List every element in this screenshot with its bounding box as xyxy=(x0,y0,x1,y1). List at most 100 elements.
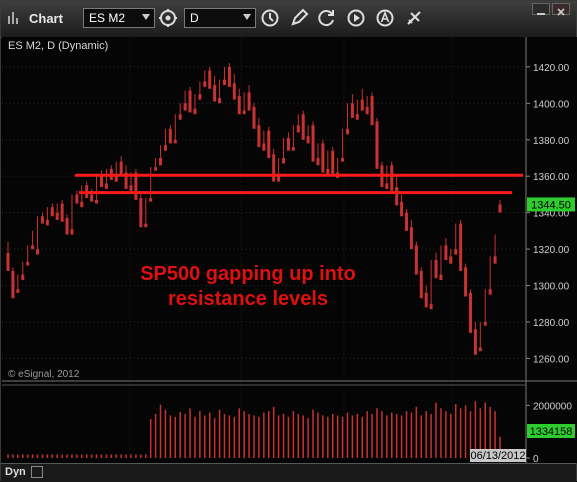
chart-window-icon xyxy=(7,10,21,26)
candle-body xyxy=(419,270,423,299)
candle-body xyxy=(134,172,138,200)
cursor-tool-icon[interactable] xyxy=(404,8,424,28)
price-tick-label: 1340.00 xyxy=(533,209,570,220)
candle-body xyxy=(237,96,241,115)
candle-body xyxy=(370,96,374,126)
symbol-settings-icon[interactable] xyxy=(158,8,178,28)
candle-body xyxy=(282,157,286,164)
candle-body xyxy=(390,165,394,191)
last-price-value: 1344.50 xyxy=(531,199,571,211)
price-tick-label: 1360.00 xyxy=(533,172,570,183)
candle-body xyxy=(149,198,153,202)
annotation-line-1: SP500 gapping up into xyxy=(140,263,356,285)
chevron-down-icon[interactable] xyxy=(243,14,251,20)
candle-body xyxy=(183,103,187,111)
price-tick-label: 1420.00 xyxy=(533,63,570,74)
dynamic-mode-label[interactable]: Dyn xyxy=(5,466,26,478)
candle-body xyxy=(272,154,276,182)
candle-body xyxy=(75,194,79,204)
candle-body xyxy=(16,289,20,293)
candle-body xyxy=(31,245,35,250)
candle-body xyxy=(400,201,404,217)
minimize-button[interactable] xyxy=(532,3,550,15)
candle-body xyxy=(252,106,256,129)
candle-body xyxy=(144,223,148,228)
candle-body xyxy=(242,110,246,115)
candle-body xyxy=(70,229,74,235)
candle-body xyxy=(454,249,458,255)
candle-body xyxy=(208,70,212,89)
candle-body xyxy=(40,216,44,224)
candle-body xyxy=(232,83,236,100)
candle-body xyxy=(178,114,182,120)
candle-body xyxy=(483,321,487,326)
candle-body xyxy=(488,289,492,295)
pencil-draw-icon[interactable] xyxy=(289,8,309,28)
candle-body xyxy=(345,128,349,135)
candle-body xyxy=(163,145,167,151)
candle-body xyxy=(296,125,300,133)
candle-body xyxy=(139,198,143,228)
chevron-down-icon[interactable] xyxy=(142,14,150,20)
candle-body xyxy=(36,249,40,255)
chart-legend: ES M2, D (Dynamic) xyxy=(8,40,108,52)
candle-body xyxy=(365,106,369,115)
candle-body xyxy=(50,207,54,217)
candle-body xyxy=(301,114,305,140)
candle-body xyxy=(11,270,15,299)
candle-body xyxy=(95,199,99,204)
candle-body xyxy=(21,274,25,281)
candle-body xyxy=(129,185,133,191)
date-label: 06/13/2012 xyxy=(470,450,525,462)
candle-body xyxy=(395,187,399,206)
candle-body xyxy=(316,157,320,166)
lock-icon[interactable] xyxy=(31,466,43,478)
candle-body xyxy=(159,157,163,166)
candle-body xyxy=(478,347,482,352)
interval-input[interactable]: D xyxy=(184,8,256,28)
candle-body xyxy=(459,223,463,271)
candle-body xyxy=(168,128,172,144)
candle-body xyxy=(90,194,94,202)
candle-body xyxy=(80,201,84,208)
candle-body xyxy=(213,85,217,102)
candle-body xyxy=(350,103,354,118)
play-icon[interactable] xyxy=(346,8,366,28)
candle-body xyxy=(203,81,207,87)
refresh-cycle-icon[interactable] xyxy=(317,8,337,28)
candle-body xyxy=(311,125,315,162)
candle-body xyxy=(286,137,290,151)
candle-body xyxy=(247,92,251,111)
window-title: Chart xyxy=(29,11,63,26)
title-bar: Chart ES M2 D xyxy=(1,1,576,38)
candle-body xyxy=(218,97,222,104)
symbol-input[interactable]: ES M2 xyxy=(83,8,155,28)
candle-body xyxy=(114,176,118,182)
text-annotation-icon[interactable] xyxy=(375,8,395,28)
copyright-text: © eSignal, 2012 xyxy=(8,369,80,380)
candle-body xyxy=(262,143,266,151)
status-bar: Dyn xyxy=(1,463,576,482)
candle-body xyxy=(439,274,443,281)
close-button[interactable] xyxy=(552,3,570,16)
candle-body xyxy=(493,256,497,264)
candlestick-series xyxy=(6,63,502,355)
candle-body xyxy=(277,176,281,182)
price-tick-label: 1400.00 xyxy=(533,99,570,110)
candle-body xyxy=(291,147,295,151)
candle-body xyxy=(409,227,413,250)
last-volume-badge: 1334158 xyxy=(527,424,575,438)
candle-body xyxy=(60,203,64,222)
volume-tick-label: 0 xyxy=(533,454,539,463)
interval-clock-icon[interactable] xyxy=(260,8,280,28)
candle-body xyxy=(45,219,49,226)
candle-body xyxy=(424,292,428,308)
volume-tick-label: 2000000 xyxy=(533,401,572,412)
candle-body xyxy=(449,256,453,264)
candle-body xyxy=(99,176,103,188)
candle-body xyxy=(257,125,261,148)
price-chart[interactable]: 1420.00 1400.00 1380.00 1360.00 1340.00 1320.… xyxy=(2,37,577,463)
candle-body xyxy=(326,168,330,175)
candle-body xyxy=(267,130,271,158)
